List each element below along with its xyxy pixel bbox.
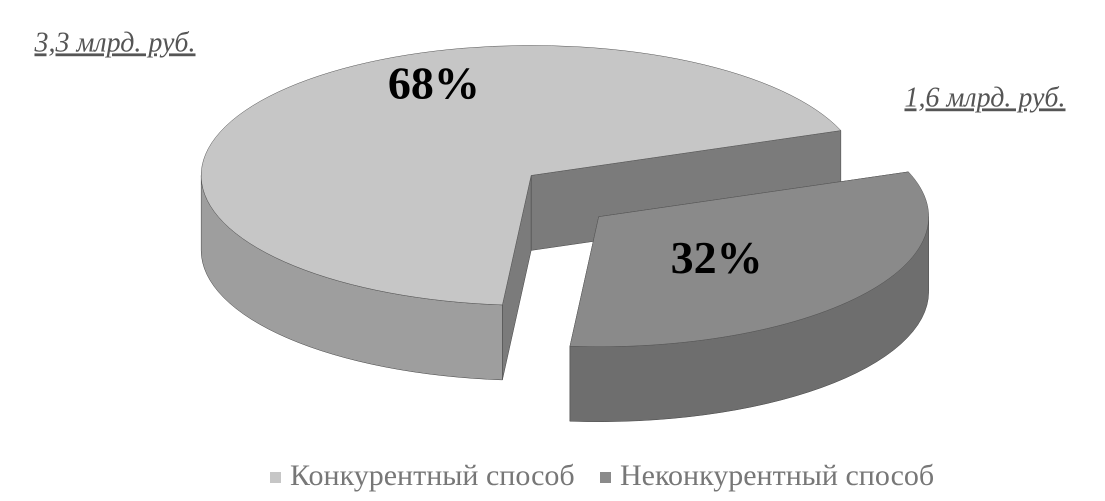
slice: 32%	[569, 171, 929, 422]
slice-top	[200, 45, 842, 306]
legend-marker	[600, 472, 611, 483]
data-label: 32%	[671, 232, 763, 283]
legend-marker	[270, 472, 281, 483]
slice-top	[569, 171, 929, 347]
annotation: 1,6 млрд. руб.	[904, 82, 1065, 113]
data-label: 68%	[388, 58, 480, 109]
legend-label: Неконкурентный способ	[620, 459, 934, 492]
legend-label: Конкурентный способ	[290, 459, 575, 492]
annotation: 3,3 млрд. руб.	[33, 27, 195, 58]
slice: 68%	[200, 45, 842, 381]
